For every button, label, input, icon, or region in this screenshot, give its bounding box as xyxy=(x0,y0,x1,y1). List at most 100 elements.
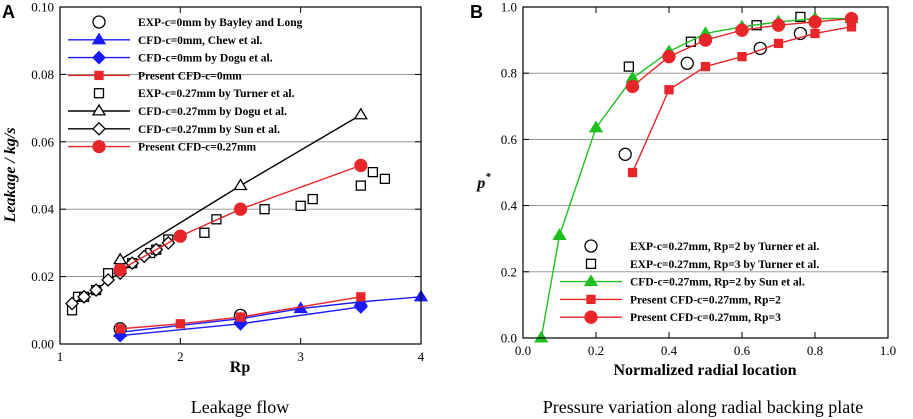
panel-b-series xyxy=(534,11,859,343)
x-tick-label: 4 xyxy=(418,349,425,364)
x-tick-label: 0.8 xyxy=(807,343,823,358)
series-line xyxy=(119,164,362,271)
data-point xyxy=(700,61,711,72)
legend-item: Present CFD-c=0.27mm, Rp=2 xyxy=(560,294,781,306)
legend-label: EXP-c=0.27mm by Turner et al. xyxy=(138,88,295,100)
data-point xyxy=(353,300,368,314)
y-tick-label: 0.08 xyxy=(31,67,54,82)
data-point xyxy=(662,50,676,64)
data-point xyxy=(627,167,638,178)
legend-label: Present CFD-c=0mm xyxy=(138,70,242,82)
legend-marker xyxy=(584,239,598,253)
legend-item: CFD-c=0mm by Dogu et al. xyxy=(68,50,273,65)
data-point xyxy=(367,166,379,178)
y-tick-label: 0.2 xyxy=(501,264,517,279)
data-point xyxy=(89,283,104,297)
panel-a-frame xyxy=(59,6,422,345)
y-tick-label: 0.04 xyxy=(31,202,54,217)
legend-item: EXP-c=0mm by Bayley and Long xyxy=(92,15,303,29)
data-point xyxy=(353,107,368,120)
series-present-cfd-c-0-27mm-rp-2 xyxy=(627,22,857,178)
y-tick-label: 0.06 xyxy=(31,134,54,149)
x-tick-label: 1 xyxy=(57,349,64,364)
panel-b-frame xyxy=(522,6,889,339)
series-line xyxy=(540,17,852,339)
legend-item: CFD-c=0.27mm, Rp=2 by Sun et al. xyxy=(560,274,805,289)
y-tick-label: 0.00 xyxy=(31,337,54,352)
panel-b: B 0.0 0.2 0.4 0.6 0.8 1.0 0.0 0.2 0.4 0.6 0.8 1.0 N… xyxy=(470,0,896,417)
series-exp-c-0-27mm-by-turner-et-al xyxy=(66,166,391,316)
legend-item: EXP-c=0.27mm by Turner et al. xyxy=(93,88,295,100)
data-point xyxy=(735,23,749,37)
legend-label: Present CFD-c=0.27mm, Rp=2 xyxy=(630,294,781,306)
data-point xyxy=(233,178,248,191)
x-tick-label: 0.0 xyxy=(515,343,531,358)
data-point xyxy=(664,85,674,95)
data-point xyxy=(115,324,125,334)
series-present-cfd-c-0-27mm-rp-3 xyxy=(625,11,859,94)
legend-label: CFD-c=0mm, Chew et al. xyxy=(138,35,263,47)
data-point xyxy=(233,202,248,216)
data-point xyxy=(356,292,366,302)
series-exp-c-0-27mm-rp-2-by-turner-et-al xyxy=(618,26,808,161)
data-point xyxy=(379,173,391,185)
data-point xyxy=(808,15,822,29)
legend-item: Present CFD-c=0.27mm xyxy=(68,139,257,154)
data-point xyxy=(354,158,368,173)
series-line xyxy=(120,296,422,333)
panel-b-xlabel: Normalized radial location xyxy=(613,362,796,379)
data-point xyxy=(307,193,318,205)
data-point xyxy=(175,319,185,329)
legend-label: CFD-c=0.27mm by Dogu et al. xyxy=(138,106,287,118)
data-point xyxy=(773,38,784,49)
data-point xyxy=(810,28,820,39)
panel-b-ylabel-main: p xyxy=(475,175,485,192)
legend-item: CFD-c=0.27mm by Sun et al. xyxy=(68,121,280,136)
legend-label: CFD-c=0mm by Dogu et al. xyxy=(138,53,273,65)
series-line xyxy=(631,26,852,173)
data-point xyxy=(199,227,210,238)
legend-item: CFD-c=0mm, Chew et al. xyxy=(68,32,263,47)
data-point xyxy=(65,296,79,311)
y-tick-label: 0.8 xyxy=(501,66,517,81)
series-cfd-c-0-27mm-rp-2-by-sun-et-al xyxy=(534,11,859,343)
legend-label: CFD-c=0.27mm by Sun et al. xyxy=(138,124,280,136)
legend-label: CFD-c=0.27mm, Rp=2 by Sun et al. xyxy=(630,277,805,289)
legend-marker xyxy=(584,310,598,324)
legend-item: EXP-c=0.27mm, Rp=3 by Turner et al. xyxy=(585,258,819,271)
legend-label: Present CFD-c=0.27mm, Rp=3 xyxy=(630,312,781,324)
data-point xyxy=(771,18,786,32)
y-tick-label: 1.0 xyxy=(501,0,517,15)
panel-a-grid xyxy=(60,73,421,278)
data-point xyxy=(552,228,567,240)
legend-marker xyxy=(91,103,107,116)
data-point xyxy=(680,56,694,70)
data-point xyxy=(295,200,306,211)
panel-a: A 0.00 0.02 0.04 0.06 0.08 0.10 1 2 3 4 Rp Leakag… xyxy=(2,0,429,417)
panel-a-ylabel: Leakage / kg/s xyxy=(2,127,19,223)
x-tick-label: 2 xyxy=(177,349,184,364)
data-point xyxy=(101,273,116,287)
legend-item: CFD-c=0.27mm by Dogu et al. xyxy=(68,103,287,118)
series-present-cfd-c-0-27mm xyxy=(113,158,368,277)
x-tick-label: 0.4 xyxy=(661,343,678,358)
legend-label: Present CFD-c=0.27mm xyxy=(138,142,257,154)
y-tick-label: 0.6 xyxy=(501,132,518,147)
legend-label: EXP-c=0.27mm, Rp=2 by Turner et al. xyxy=(630,241,819,253)
panel-a-legend: EXP-c=0mm by Bayley and Long CFD-c=0mm, C… xyxy=(68,15,303,154)
x-tick-label: 3 xyxy=(297,349,304,364)
data-point xyxy=(113,263,127,277)
panel-a-series xyxy=(65,107,429,343)
data-point xyxy=(844,11,859,26)
data-point xyxy=(235,312,246,322)
panel-a-letter: A xyxy=(2,2,15,22)
data-point xyxy=(534,330,549,343)
panel-b-ylabel: p* xyxy=(475,171,491,192)
data-point xyxy=(618,147,632,161)
x-tick-label: 0.6 xyxy=(734,343,751,358)
series-line xyxy=(120,296,361,330)
data-point xyxy=(173,229,187,243)
x-tick-label: 0.2 xyxy=(588,343,604,358)
panel-b-letter: B xyxy=(470,2,483,22)
legend-marker xyxy=(93,88,105,99)
